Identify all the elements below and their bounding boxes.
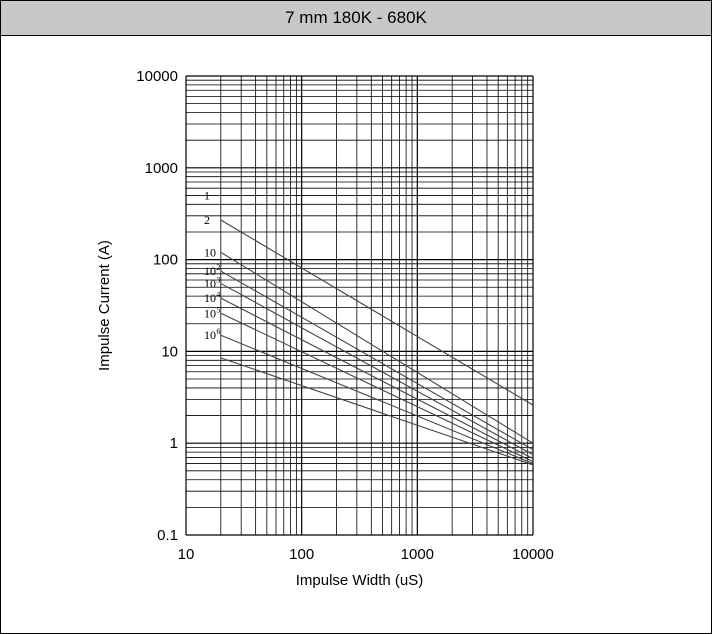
curve-label-exponent: 5 bbox=[216, 305, 220, 314]
curve-line bbox=[220, 297, 534, 460]
panel-title: 7 mm 180K - 680K bbox=[1, 1, 711, 36]
x-tick-label: 10 bbox=[178, 546, 195, 563]
y-axis-label: Impulse Current (A) bbox=[96, 240, 113, 371]
curve-line bbox=[220, 282, 534, 456]
curve-line bbox=[220, 251, 534, 444]
curve-label: 10 bbox=[204, 306, 216, 320]
tick-labels: 10 100 1000 10000 0.1 1 10 100 1000 10000 bbox=[136, 68, 554, 563]
curve-label: 10 bbox=[204, 276, 216, 290]
curve-label: 2 bbox=[204, 213, 210, 227]
curve-label-exponent: 4 bbox=[216, 290, 220, 299]
curves bbox=[220, 219, 534, 466]
x-tick-label: 100 bbox=[289, 546, 314, 563]
curve-line bbox=[220, 270, 534, 451]
y-tick-label: 10000 bbox=[136, 68, 178, 85]
curve-label: 1 bbox=[204, 188, 210, 202]
curve-label-exponent: 2 bbox=[216, 263, 220, 272]
x-tick-label: 10000 bbox=[512, 546, 554, 563]
y-tick-label: 10 bbox=[161, 343, 178, 360]
curve-label: 10 bbox=[204, 291, 216, 305]
panel-title-text: 7 mm 180K - 680K bbox=[285, 8, 427, 27]
curve-line bbox=[220, 219, 534, 406]
y-tick-label: 1000 bbox=[145, 160, 178, 177]
curve-line bbox=[220, 312, 534, 463]
curve-label: 10 bbox=[204, 264, 216, 278]
curve-label: 10 bbox=[204, 328, 216, 342]
y-tick-label: 0.1 bbox=[157, 527, 178, 544]
curve-label-exponent: 6 bbox=[216, 327, 220, 336]
x-axis-label: Impulse Width (uS) bbox=[296, 572, 424, 589]
grid bbox=[185, 75, 534, 536]
x-tick-label: 1000 bbox=[401, 546, 434, 563]
curve-line bbox=[220, 357, 534, 466]
y-tick-label: 100 bbox=[153, 252, 178, 269]
y-tick-label: 1 bbox=[170, 435, 178, 452]
curve-label-exponent: 3 bbox=[216, 275, 220, 284]
curve-line bbox=[220, 334, 534, 465]
curve-label: 10 bbox=[204, 245, 216, 259]
